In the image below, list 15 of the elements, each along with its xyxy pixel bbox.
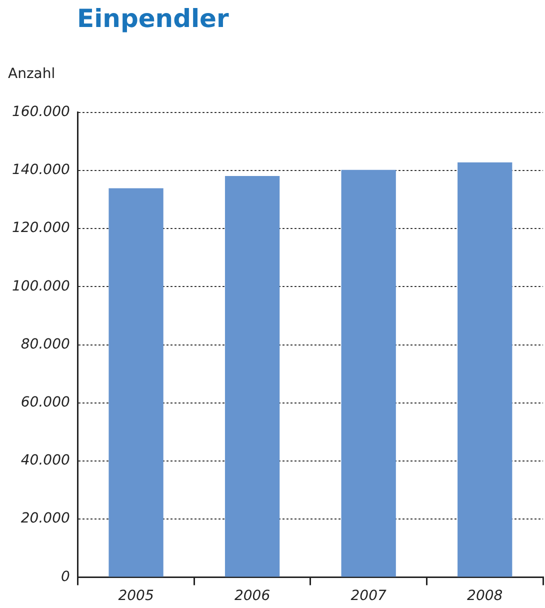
y-tick-label: 160.000 xyxy=(12,104,70,120)
y-tick-label: 0 xyxy=(60,568,70,585)
chart-title: Einpendler xyxy=(77,4,229,33)
y-tick-label: 40.000 xyxy=(20,452,70,469)
y-tick-label: 140.000 xyxy=(12,162,70,178)
x-tick-label: 2008 xyxy=(467,588,503,604)
y-axis-title: Anzahl xyxy=(8,66,56,82)
y-tick-label: 120.000 xyxy=(12,220,70,236)
x-tick-label: 2006 xyxy=(234,588,270,604)
x-tick-label: 2007 xyxy=(350,588,386,604)
y-tick-label: 20.000 xyxy=(20,510,70,527)
y-tick-label: 60.000 xyxy=(20,394,70,411)
y-tick-label: 80.000 xyxy=(20,336,70,352)
x-tick-label: 2005 xyxy=(118,588,154,604)
y-tick-label: 100.000 xyxy=(12,278,70,294)
